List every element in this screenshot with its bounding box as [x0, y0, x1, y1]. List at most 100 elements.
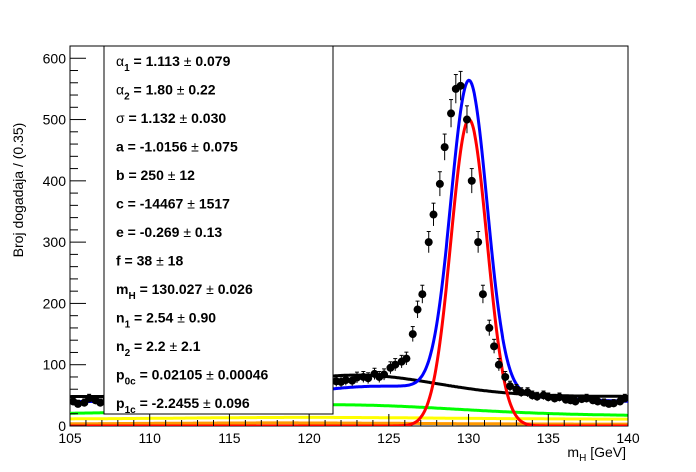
fit-parameter: α2 = 1.80 ± 0.22	[116, 82, 216, 103]
fit-parameter-list: α1 = 1.113 ± 0.079 α2 = 1.80 ± 0.22 σ = 1.…	[116, 53, 269, 416]
data-marker	[435, 179, 444, 188]
data-point	[429, 202, 438, 226]
x-tick-label: 135	[537, 430, 561, 446]
y-tick-label: 300	[43, 234, 67, 250]
data-marker	[490, 342, 499, 351]
data-marker	[391, 360, 400, 369]
data-marker	[494, 360, 503, 369]
data-marker	[467, 176, 476, 185]
data-point	[456, 70, 465, 101]
data-point	[490, 338, 499, 354]
data-marker	[408, 330, 417, 339]
data-point	[424, 231, 433, 253]
data-marker	[555, 393, 564, 402]
x-axis-title: mH [GeV]	[567, 444, 626, 464]
fit-parameter: n2 = 2.2 ± 2.1	[116, 338, 201, 359]
data-marker	[517, 388, 526, 397]
data-point	[462, 105, 471, 134]
data-marker	[413, 305, 422, 314]
data-point	[582, 393, 591, 403]
data-point	[478, 284, 487, 304]
fit-parameter: b = 250 ± 12	[116, 167, 195, 183]
fit-parameter: p1c = -2.2455 ± 0.096	[116, 395, 250, 416]
data-point	[474, 231, 483, 253]
fit-parameter: f = 38 ± 18	[116, 253, 183, 269]
data-point	[364, 372, 373, 384]
data-point	[408, 326, 417, 342]
data-marker	[352, 373, 361, 382]
data-point	[533, 391, 542, 401]
data-point	[391, 358, 400, 371]
data-point	[506, 380, 515, 392]
y-tick-label: 100	[43, 357, 67, 373]
data-marker	[429, 210, 438, 219]
fit-parameter: mH = 130.027 ± 0.026	[116, 281, 253, 302]
data-marker	[506, 382, 515, 391]
x-tick-label: 130	[457, 430, 481, 446]
fit-parameter: p0c = 0.02105 ± 0.00046	[116, 367, 269, 388]
data-point	[501, 370, 510, 383]
fit-parameter: α1 = 1.113 ± 0.079	[116, 53, 231, 74]
component-curve-yellow	[70, 415, 628, 421]
data-marker	[424, 238, 433, 247]
data-marker	[96, 398, 105, 407]
y-tick-label: 400	[43, 173, 67, 189]
data-point	[96, 398, 105, 407]
fit-parameter-box	[103, 45, 334, 415]
data-point	[467, 168, 476, 194]
data-marker	[501, 372, 510, 381]
data-point	[440, 133, 449, 161]
data-point	[447, 99, 456, 128]
data-marker	[341, 376, 350, 385]
y-tick-label: 500	[43, 112, 67, 128]
x-axis-ticks: 105 110 115 120 125 130 135 140	[58, 414, 640, 446]
data-marker	[380, 370, 389, 379]
fit-parameter: c = -14467 ± 1517	[116, 196, 230, 212]
data-marker	[447, 109, 456, 118]
data-point	[418, 284, 427, 304]
data-point	[380, 368, 389, 381]
y-tick-label: 200	[43, 295, 67, 311]
data-point	[620, 393, 628, 403]
data-point	[544, 392, 553, 402]
data-marker	[456, 81, 465, 90]
data-marker	[440, 143, 449, 152]
data-marker	[609, 399, 618, 408]
y-axis-title: Broj dogadaja / (0.35)	[10, 123, 26, 258]
fit-parameter: σ = 1.132 ± 0.030	[116, 110, 226, 126]
x-tick-label: 105	[58, 430, 82, 446]
data-marker	[478, 290, 487, 299]
data-point	[485, 319, 494, 336]
x-tick-label: 125	[377, 430, 401, 446]
data-marker	[582, 394, 591, 403]
data-marker	[485, 323, 494, 332]
data-marker	[620, 394, 628, 403]
fit-parameter: a = -1.0156 ± 0.075	[116, 139, 238, 155]
y-tick-label: 0	[58, 418, 66, 434]
x-tick-label: 110	[139, 430, 162, 446]
data-marker	[85, 394, 94, 403]
data-marker	[533, 392, 542, 401]
data-point	[435, 171, 444, 197]
data-marker	[593, 397, 602, 406]
data-point	[341, 374, 350, 386]
data-marker	[571, 397, 580, 406]
data-marker	[364, 374, 373, 383]
x-tick-label: 140	[616, 430, 640, 446]
data-point	[402, 351, 411, 366]
data-point	[609, 399, 618, 408]
signal-curve	[70, 118, 628, 426]
data-marker	[544, 393, 553, 402]
data-point	[517, 387, 526, 397]
data-point	[571, 397, 580, 406]
component-curve-orange	[70, 421, 628, 426]
x-tick-label: 120	[297, 430, 321, 446]
data-point	[413, 300, 422, 318]
fit-parameter: n1 = 2.54 ± 0.90	[116, 310, 216, 331]
data-point	[555, 392, 564, 402]
data-marker	[462, 115, 471, 124]
y-tick-label: 600	[43, 50, 67, 66]
data-marker	[474, 238, 483, 247]
y-axis-ticks: 0 100 200 300 400 500 600	[43, 50, 86, 434]
